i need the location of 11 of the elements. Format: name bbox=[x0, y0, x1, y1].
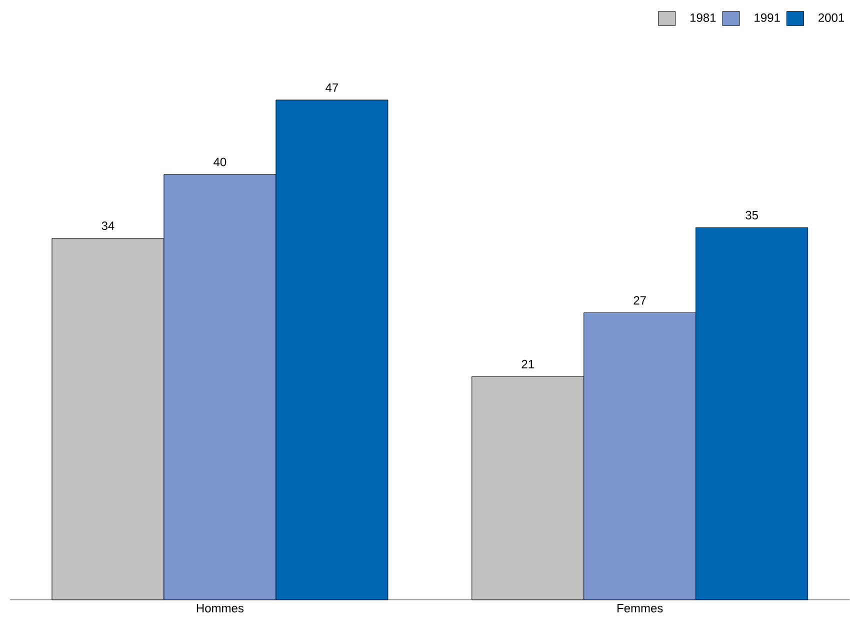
data-label: 21 bbox=[522, 360, 534, 368]
data-label: 47 bbox=[326, 84, 338, 92]
legend-label: 1981 bbox=[690, 14, 716, 22]
data-label: 27 bbox=[634, 296, 646, 305]
legend-label: 2001 bbox=[818, 14, 844, 22]
x-tick-label: Hommes bbox=[196, 604, 244, 613]
legend-label: 1991 bbox=[754, 14, 780, 22]
data-label: 40 bbox=[214, 158, 226, 166]
data-label: 35 bbox=[746, 210, 758, 220]
x-tick-label: Femmes bbox=[618, 604, 663, 613]
data-label: 34 bbox=[102, 222, 114, 230]
